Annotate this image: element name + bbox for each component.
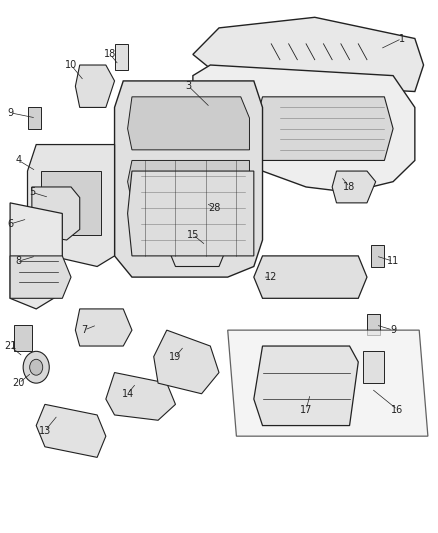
Polygon shape (36, 405, 106, 457)
Bar (41, 171, 102, 235)
Text: 10: 10 (65, 60, 77, 70)
Text: 20: 20 (13, 378, 25, 388)
Polygon shape (254, 346, 358, 425)
Polygon shape (127, 160, 250, 203)
Bar (363, 351, 385, 383)
Circle shape (206, 198, 250, 251)
Text: 4: 4 (16, 156, 22, 165)
Polygon shape (106, 373, 176, 420)
Text: 5: 5 (29, 187, 35, 197)
Text: 15: 15 (187, 230, 199, 240)
Text: 18: 18 (104, 50, 117, 59)
Polygon shape (115, 81, 262, 277)
Text: 12: 12 (265, 272, 277, 282)
Text: 28: 28 (208, 203, 221, 213)
Polygon shape (193, 65, 415, 192)
Bar (28, 108, 41, 128)
Text: 7: 7 (81, 325, 87, 335)
Polygon shape (10, 256, 71, 298)
Text: 13: 13 (39, 426, 51, 436)
Bar (115, 44, 127, 70)
Polygon shape (254, 256, 367, 298)
Text: 16: 16 (391, 405, 403, 415)
Text: 3: 3 (185, 81, 191, 91)
Polygon shape (10, 203, 62, 309)
Bar (367, 314, 380, 335)
Text: 9: 9 (390, 325, 396, 335)
Text: 6: 6 (7, 219, 13, 229)
Polygon shape (228, 330, 428, 436)
Polygon shape (32, 187, 80, 240)
Bar (14, 325, 32, 351)
Text: 18: 18 (343, 182, 356, 192)
Bar (371, 245, 385, 266)
Circle shape (30, 359, 43, 375)
Polygon shape (193, 17, 424, 92)
Polygon shape (127, 97, 250, 150)
Polygon shape (127, 171, 254, 256)
Text: 21: 21 (4, 341, 16, 351)
Text: 19: 19 (170, 352, 182, 361)
Text: 17: 17 (300, 405, 312, 415)
Polygon shape (75, 309, 132, 346)
Text: 8: 8 (16, 256, 22, 266)
Polygon shape (254, 97, 393, 160)
Text: 14: 14 (121, 389, 134, 399)
Polygon shape (154, 330, 219, 394)
Circle shape (145, 198, 188, 251)
Circle shape (23, 351, 49, 383)
Text: 9: 9 (7, 108, 13, 118)
Polygon shape (167, 214, 228, 266)
Text: 1: 1 (399, 34, 405, 44)
Polygon shape (75, 65, 115, 108)
Text: 11: 11 (387, 256, 399, 266)
Polygon shape (332, 171, 376, 203)
Polygon shape (28, 144, 115, 266)
